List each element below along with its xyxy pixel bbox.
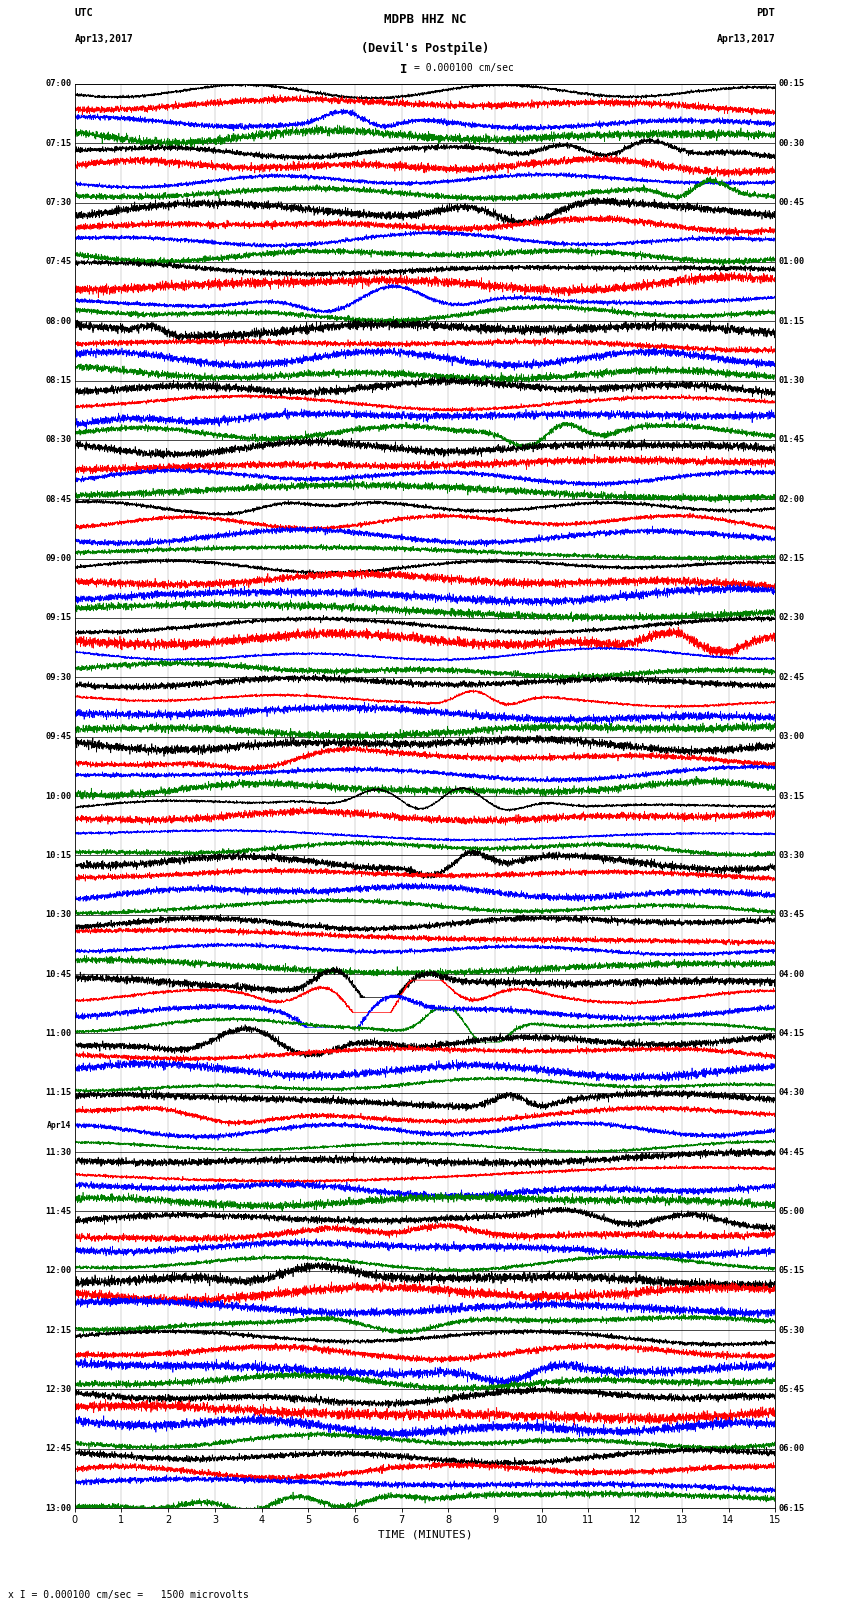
Text: = 0.000100 cm/sec: = 0.000100 cm/sec [414, 63, 513, 73]
Text: 08:45: 08:45 [45, 495, 71, 503]
Text: 11:45: 11:45 [45, 1207, 71, 1216]
Text: 10:45: 10:45 [45, 969, 71, 979]
Text: Apr13,2017: Apr13,2017 [717, 34, 775, 44]
Text: 10:00: 10:00 [45, 792, 71, 800]
Text: 05:00: 05:00 [779, 1207, 805, 1216]
Text: 08:30: 08:30 [45, 436, 71, 445]
Text: 00:45: 00:45 [779, 198, 805, 206]
Text: 13:00: 13:00 [45, 1503, 71, 1513]
Text: 00:30: 00:30 [779, 139, 805, 148]
Text: 06:00: 06:00 [779, 1444, 805, 1453]
Text: 01:00: 01:00 [779, 258, 805, 266]
Text: 09:30: 09:30 [45, 673, 71, 682]
Text: 11:30: 11:30 [45, 1147, 71, 1157]
Text: 00:15: 00:15 [779, 79, 805, 89]
Text: 02:45: 02:45 [779, 673, 805, 682]
Text: 05:30: 05:30 [779, 1326, 805, 1334]
Text: Apr14: Apr14 [47, 1121, 71, 1129]
Text: 01:45: 01:45 [779, 436, 805, 445]
Text: 12:15: 12:15 [45, 1326, 71, 1334]
Text: MDPB HHZ NC: MDPB HHZ NC [383, 13, 467, 26]
Text: 04:45: 04:45 [779, 1147, 805, 1157]
Text: UTC: UTC [75, 8, 94, 18]
Text: 01:30: 01:30 [779, 376, 805, 386]
Text: PDT: PDT [756, 8, 775, 18]
Text: 02:15: 02:15 [779, 555, 805, 563]
Text: 10:30: 10:30 [45, 910, 71, 919]
Text: 04:15: 04:15 [779, 1029, 805, 1037]
Text: 12:30: 12:30 [45, 1386, 71, 1394]
Text: 04:30: 04:30 [779, 1089, 805, 1097]
Text: I: I [400, 63, 407, 76]
Text: 08:15: 08:15 [45, 376, 71, 386]
Text: 05:45: 05:45 [779, 1386, 805, 1394]
Text: 10:15: 10:15 [45, 852, 71, 860]
Text: 03:00: 03:00 [779, 732, 805, 740]
Text: 02:30: 02:30 [779, 613, 805, 623]
Text: 07:00: 07:00 [45, 79, 71, 89]
Text: 04:00: 04:00 [779, 969, 805, 979]
Text: 11:00: 11:00 [45, 1029, 71, 1037]
Text: (Devil's Postpile): (Devil's Postpile) [361, 42, 489, 55]
Text: 08:00: 08:00 [45, 316, 71, 326]
Text: 09:45: 09:45 [45, 732, 71, 740]
Text: 12:00: 12:00 [45, 1266, 71, 1276]
Text: 01:15: 01:15 [779, 316, 805, 326]
Text: 03:45: 03:45 [779, 910, 805, 919]
Text: 03:15: 03:15 [779, 792, 805, 800]
Text: 09:00: 09:00 [45, 555, 71, 563]
Text: 07:45: 07:45 [45, 258, 71, 266]
X-axis label: TIME (MINUTES): TIME (MINUTES) [377, 1529, 473, 1539]
Text: 03:30: 03:30 [779, 852, 805, 860]
Text: Apr13,2017: Apr13,2017 [75, 34, 133, 44]
Text: 02:00: 02:00 [779, 495, 805, 503]
Text: x I = 0.000100 cm/sec =   1500 microvolts: x I = 0.000100 cm/sec = 1500 microvolts [8, 1590, 249, 1600]
Text: 07:30: 07:30 [45, 198, 71, 206]
Text: 05:15: 05:15 [779, 1266, 805, 1276]
Text: 09:15: 09:15 [45, 613, 71, 623]
Text: 11:15: 11:15 [45, 1089, 71, 1097]
Text: 07:15: 07:15 [45, 139, 71, 148]
Text: 12:45: 12:45 [45, 1444, 71, 1453]
Text: 06:15: 06:15 [779, 1503, 805, 1513]
